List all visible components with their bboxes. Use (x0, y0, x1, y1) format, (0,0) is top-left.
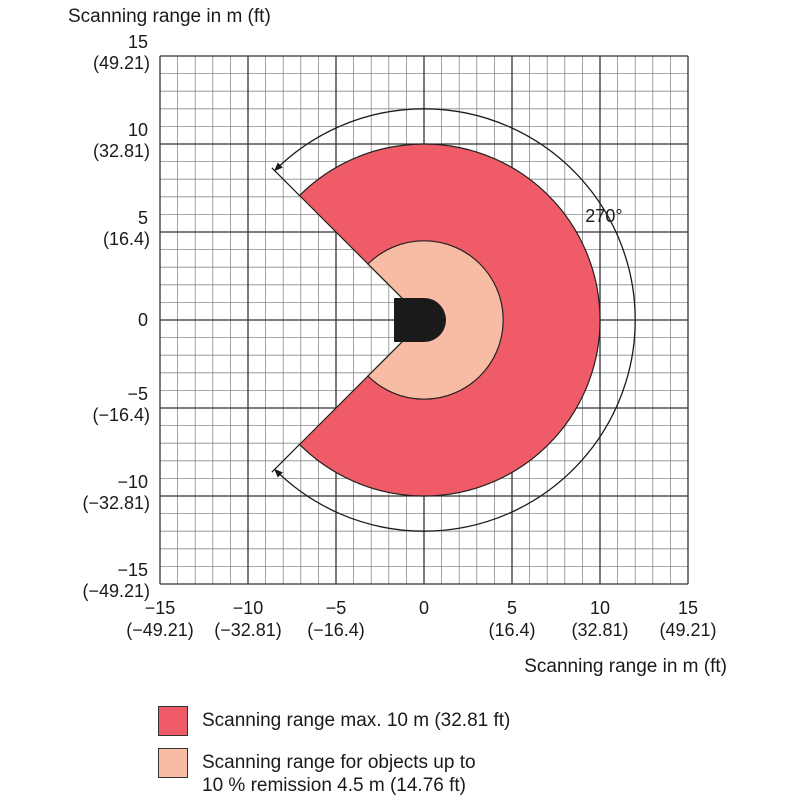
angle-arc-line (274, 108, 636, 532)
y-tick-label: 10 (128, 120, 148, 140)
x-tick-label: −10 (233, 598, 264, 618)
legend-swatch-max-range (158, 706, 188, 736)
legend-label-line: Scanning range for objects up to (202, 752, 476, 773)
y-axis-labels: 15(49.21)10(32.81)5(16.4)0−5(−16.4)−10(−… (82, 32, 150, 601)
boundary-line-lower (271, 444, 300, 473)
legend-item-max-range: Scanning range max. 10 m (32.81 ft) (158, 706, 510, 736)
x-tick-label-ft: (−49.21) (126, 620, 194, 640)
legend-item-low-remission: Scanning range for objects up to 10 % re… (158, 748, 510, 797)
x-tick-label-ft: (−16.4) (307, 620, 365, 640)
scanner-body (394, 298, 446, 342)
y-tick-label: −15 (117, 560, 148, 580)
x-tick-label: 10 (590, 598, 610, 618)
x-tick-label: −15 (145, 598, 176, 618)
legend-label-line: Scanning range max. 10 m (32.81 ft) (202, 710, 511, 731)
scanning-range-diagram: Scanning range in m (ft) 270° 15(49.21)1… (68, 6, 727, 677)
y-tick-label: 0 (138, 310, 148, 330)
x-tick-label-ft: (16.4) (488, 620, 535, 640)
y-tick-label: 15 (128, 32, 148, 52)
y-tick-label: −10 (117, 472, 148, 492)
y-tick-label-ft: (49.21) (93, 53, 150, 73)
legend-label-max-range: Scanning range max. 10 m (32.81 ft) (202, 709, 510, 732)
y-axis-title: Scanning range in m (ft) (68, 6, 271, 27)
x-tick-label: 5 (507, 598, 517, 618)
x-tick-label-ft: (−32.81) (214, 620, 282, 640)
scan-angle-label: 270° (585, 206, 622, 226)
x-tick-label: 0 (419, 598, 429, 618)
boundary-line-upper (271, 167, 300, 196)
x-axis-labels: −15(−49.21) −10(−32.81) −5(−16.4) 0 5(16.4) 1… (126, 598, 716, 640)
y-tick-label-ft: (32.81) (93, 141, 150, 161)
legend-swatch-low-remission (158, 748, 188, 778)
y-tick-label: −5 (127, 384, 148, 404)
x-tick-label: −5 (326, 598, 347, 618)
y-tick-label-ft: (−49.21) (82, 581, 150, 601)
scan-angle-arc: 270° (271, 108, 636, 532)
x-tick-label: 15 (678, 598, 698, 618)
y-tick-label-ft: (−32.81) (82, 493, 150, 513)
x-tick-label-ft: (32.81) (571, 620, 628, 640)
x-axis-title: Scanning range in m (ft) (524, 656, 727, 677)
legend-label-line: 10 % remission 4.5 m (14.76 ft) (202, 775, 466, 796)
legend: Scanning range max. 10 m (32.81 ft) Scan… (158, 706, 510, 809)
y-tick-label: 5 (138, 208, 148, 228)
x-tick-label-ft: (49.21) (659, 620, 716, 640)
scanner-device (394, 298, 446, 342)
y-tick-label-ft: (−16.4) (92, 405, 150, 425)
legend-label-low-remission: Scanning range for objects up to 10 % re… (202, 751, 476, 797)
y-tick-label-ft: (16.4) (103, 229, 150, 249)
